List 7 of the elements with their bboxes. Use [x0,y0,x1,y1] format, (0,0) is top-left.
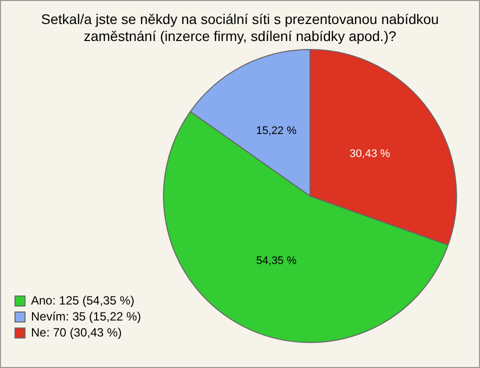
legend-label: Nevím: 35 (15,22 %) [31,309,142,324]
legend-label: Ano: 125 (54,35 %) [31,293,134,308]
data-label: 54,35 % [256,255,297,268]
legend-label: Ne: 70 (30,43 %) [31,325,122,340]
data-label: 30,43 % [350,148,390,160]
data-label: 15,22 % [256,124,297,137]
chart-title: Setkal/a jste se někdy na sociální síti s prezentovanou nabídkou zaměstnání (inzerce firmy, sdílení nabídky apod.)? [40,10,440,46]
